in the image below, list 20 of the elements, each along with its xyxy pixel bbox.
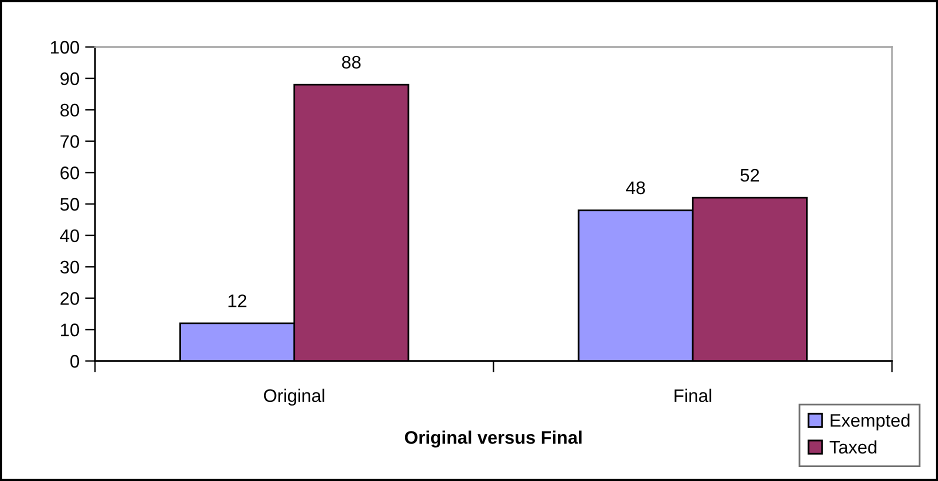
y-tick-label: 70 — [60, 135, 80, 148]
data-label: 48 — [626, 181, 645, 194]
y-tick-label: 100 — [50, 40, 80, 54]
y-tick-label: 10 — [61, 324, 80, 336]
x-tick-label: Final — [674, 388, 712, 402]
x-axis-title: Original versus Final — [404, 430, 582, 448]
y-tick-label: 90 — [60, 72, 80, 86]
legend-label: Exempted — [830, 414, 910, 430]
y-tick-label: 80 — [60, 104, 80, 117]
legend-label: Taxed — [830, 440, 876, 454]
y-tick-label: 40 — [60, 229, 80, 242]
data-label: 88 — [342, 56, 361, 69]
y-tick-label: 30 — [60, 260, 80, 274]
data-label: 52 — [740, 168, 759, 182]
data-label: 12 — [228, 294, 246, 308]
y-tick-label: 60 — [60, 166, 80, 180]
y-tick-label: 20 — [60, 292, 80, 305]
x-tick-label: Original — [264, 388, 324, 406]
y-tick-label: 50 — [60, 198, 80, 211]
y-tick-label: 0 — [70, 354, 80, 368]
